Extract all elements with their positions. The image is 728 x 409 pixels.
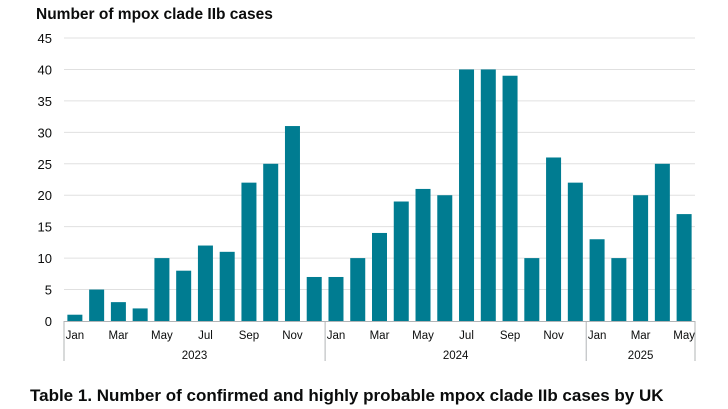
bar-jul-2023 — [197, 245, 213, 321]
bar-jan-2023 — [67, 314, 83, 321]
x-tick-label: Nov — [282, 330, 303, 342]
y-tick-label: 45 — [38, 31, 52, 46]
x-tick-label: Mar — [108, 330, 128, 342]
bar-feb-2024 — [350, 258, 366, 321]
bar-oct-2023 — [263, 163, 279, 321]
y-axis-ticks: 0 5 10 15 20 25 30 35 40 45 — [38, 31, 52, 329]
bar-mar-2024 — [372, 232, 387, 321]
y-tick-label: 40 — [38, 62, 52, 77]
year-label-2025: 2025 — [628, 350, 654, 362]
bar-mar-2023 — [110, 302, 126, 321]
bar-feb-2025 — [611, 258, 627, 321]
year-label-2023: 2023 — [182, 350, 208, 362]
x-tick-label: Nov — [543, 330, 564, 342]
bar-jan-2024 — [328, 276, 344, 321]
y-tick-label: 25 — [38, 157, 52, 172]
y-tick-label: 5 — [45, 283, 52, 298]
chart-title: Number of mpox clade IIb cases — [36, 6, 273, 23]
bars — [67, 69, 692, 322]
bar-dec-2023 — [306, 276, 322, 321]
bar-apr-2025 — [654, 163, 670, 321]
bar-aug-2023 — [219, 251, 235, 321]
bar-sep-2024 — [502, 75, 518, 321]
bar-feb-2023 — [89, 289, 105, 321]
bar-nov-2023 — [284, 126, 300, 322]
x-tick-label: May — [412, 330, 434, 342]
y-tick-label: 30 — [38, 125, 52, 140]
bar-jul-2024 — [459, 69, 475, 321]
y-tick-label: 35 — [38, 94, 52, 109]
bar-jun-2023 — [176, 270, 192, 321]
bar-aug-2024 — [480, 69, 496, 321]
table-caption: Table 1. Number of confirmed and highly … — [30, 386, 664, 405]
x-tick-label: Mar — [631, 330, 651, 342]
bar-jun-2024 — [437, 195, 453, 321]
bar-nov-2024 — [546, 157, 562, 321]
bar-jan-2025 — [589, 239, 605, 321]
bar-dec-2024 — [567, 182, 583, 321]
x-tick-label: Sep — [500, 330, 520, 342]
y-tick-label: 15 — [38, 220, 52, 235]
y-tick-label: 0 — [45, 314, 52, 329]
x-tick-label: May — [151, 330, 173, 342]
x-tick-label: Jan — [327, 330, 346, 342]
x-axis: Jan Mar May Jul Sep Nov Jan Mar May Jul Sep Nov Jan M… — [63, 321, 696, 362]
bar-may-2025 — [676, 214, 692, 321]
bar-apr-2024 — [393, 201, 409, 321]
bar-oct-2024 — [524, 258, 540, 321]
x-tick-label: May — [673, 330, 695, 342]
bar-mar-2025 — [633, 195, 649, 321]
x-tick-label: Sep — [239, 330, 259, 342]
bar-apr-2023 — [132, 308, 148, 321]
bar-sep-2023 — [241, 182, 257, 321]
x-tick-label: Jul — [459, 330, 474, 342]
year-label-2024: 2024 — [443, 350, 469, 362]
bar-may-2023 — [154, 258, 170, 321]
x-tick-label: Jan — [588, 330, 607, 342]
y-tick-label: 10 — [38, 251, 52, 266]
x-tick-label: Mar — [370, 330, 390, 342]
x-tick-label: Jan — [66, 330, 85, 342]
bar-may-2024 — [415, 188, 431, 321]
y-tick-label: 20 — [38, 188, 52, 203]
x-tick-label: Jul — [198, 330, 213, 342]
